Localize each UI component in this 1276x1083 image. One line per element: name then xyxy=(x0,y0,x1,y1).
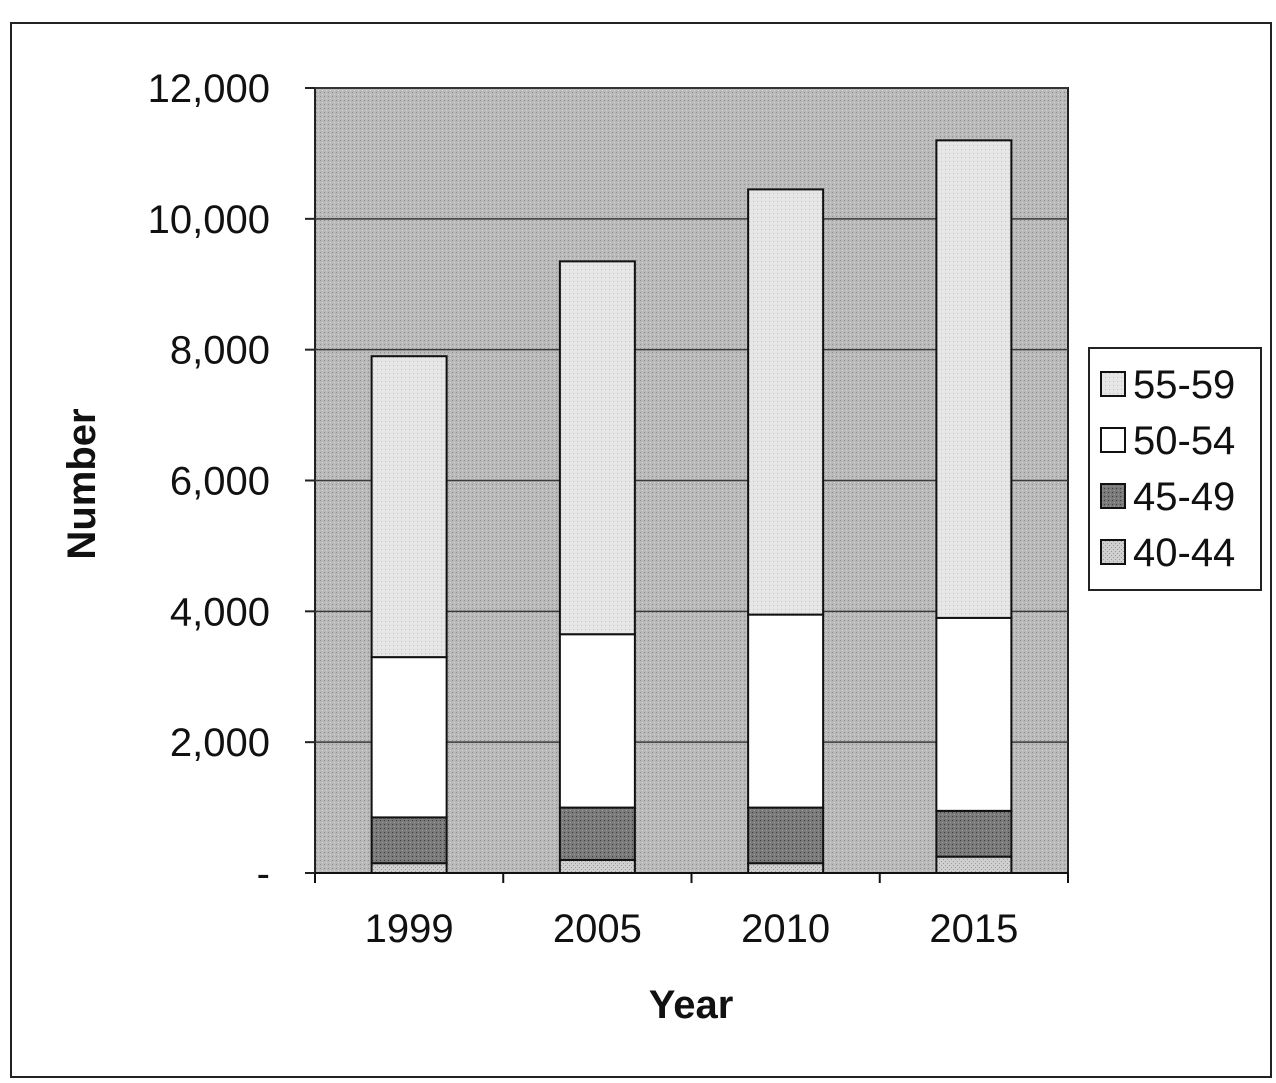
y-tick-label: 2,000 xyxy=(170,721,270,765)
bar-segment-40-44-2010 xyxy=(747,862,825,874)
x-tick-label: 1999 xyxy=(365,907,454,951)
legend-label: 50-54 xyxy=(1133,419,1235,463)
legend-label: 40-44 xyxy=(1133,531,1235,575)
x-tick-labels: 1999 2005 2010 2015 xyxy=(365,907,1019,951)
legend: 55-59 50-54 45-49 40-44 xyxy=(1088,347,1262,591)
bar-segment-45-49-2015 xyxy=(935,809,1013,858)
y-tick-label: 4,000 xyxy=(170,590,270,634)
legend-swatch-45-49 xyxy=(1100,483,1126,509)
bar-segment-50-54-2015 xyxy=(935,616,1013,812)
bar-segment-50-54-1999 xyxy=(370,656,448,819)
y-tick-label: 10,000 xyxy=(148,198,270,242)
legend-label: 45-49 xyxy=(1133,475,1235,519)
axes xyxy=(314,872,1069,883)
legend-label: 55-59 xyxy=(1133,363,1235,407)
bar-segment-40-44-1999 xyxy=(370,862,448,874)
y-tick-label: 8,000 xyxy=(170,329,270,373)
bar-segment-40-44-2005 xyxy=(558,858,636,875)
bar-segment-55-59-2015 xyxy=(935,139,1013,619)
y-tick-label: - xyxy=(257,852,270,896)
legend-swatch-55-59 xyxy=(1100,371,1126,397)
bars xyxy=(370,139,1013,875)
chart-frame xyxy=(10,22,1272,1078)
bar-segment-45-49-2010 xyxy=(747,806,825,865)
legend-swatch-50-54 xyxy=(1100,427,1126,453)
y-tick-labels: - 2,000 4,000 6,000 8,000 10,000 12,000 xyxy=(148,67,315,896)
x-tick-label: 2010 xyxy=(741,907,830,951)
bar-segment-45-49-2005 xyxy=(558,806,636,861)
y-tick-label: 12,000 xyxy=(148,67,270,111)
legend-swatch-40-44 xyxy=(1100,539,1126,565)
x-tick-label: 2015 xyxy=(929,907,1018,951)
bar-segment-55-59-2010 xyxy=(747,188,825,616)
x-axis-title: Year xyxy=(649,983,734,1027)
y-tick-label: 6,000 xyxy=(170,460,270,504)
bar-segment-40-44-2015 xyxy=(935,855,1013,874)
bar-segment-50-54-2010 xyxy=(747,613,825,809)
y-axis-title: Number xyxy=(60,408,104,559)
bar-segment-55-59-2005 xyxy=(558,260,636,636)
x-tick-label: 2005 xyxy=(553,907,642,951)
bar-segment-45-49-1999 xyxy=(370,816,448,865)
bar-segment-50-54-2005 xyxy=(558,633,636,809)
bar-segment-55-59-1999 xyxy=(370,355,448,659)
